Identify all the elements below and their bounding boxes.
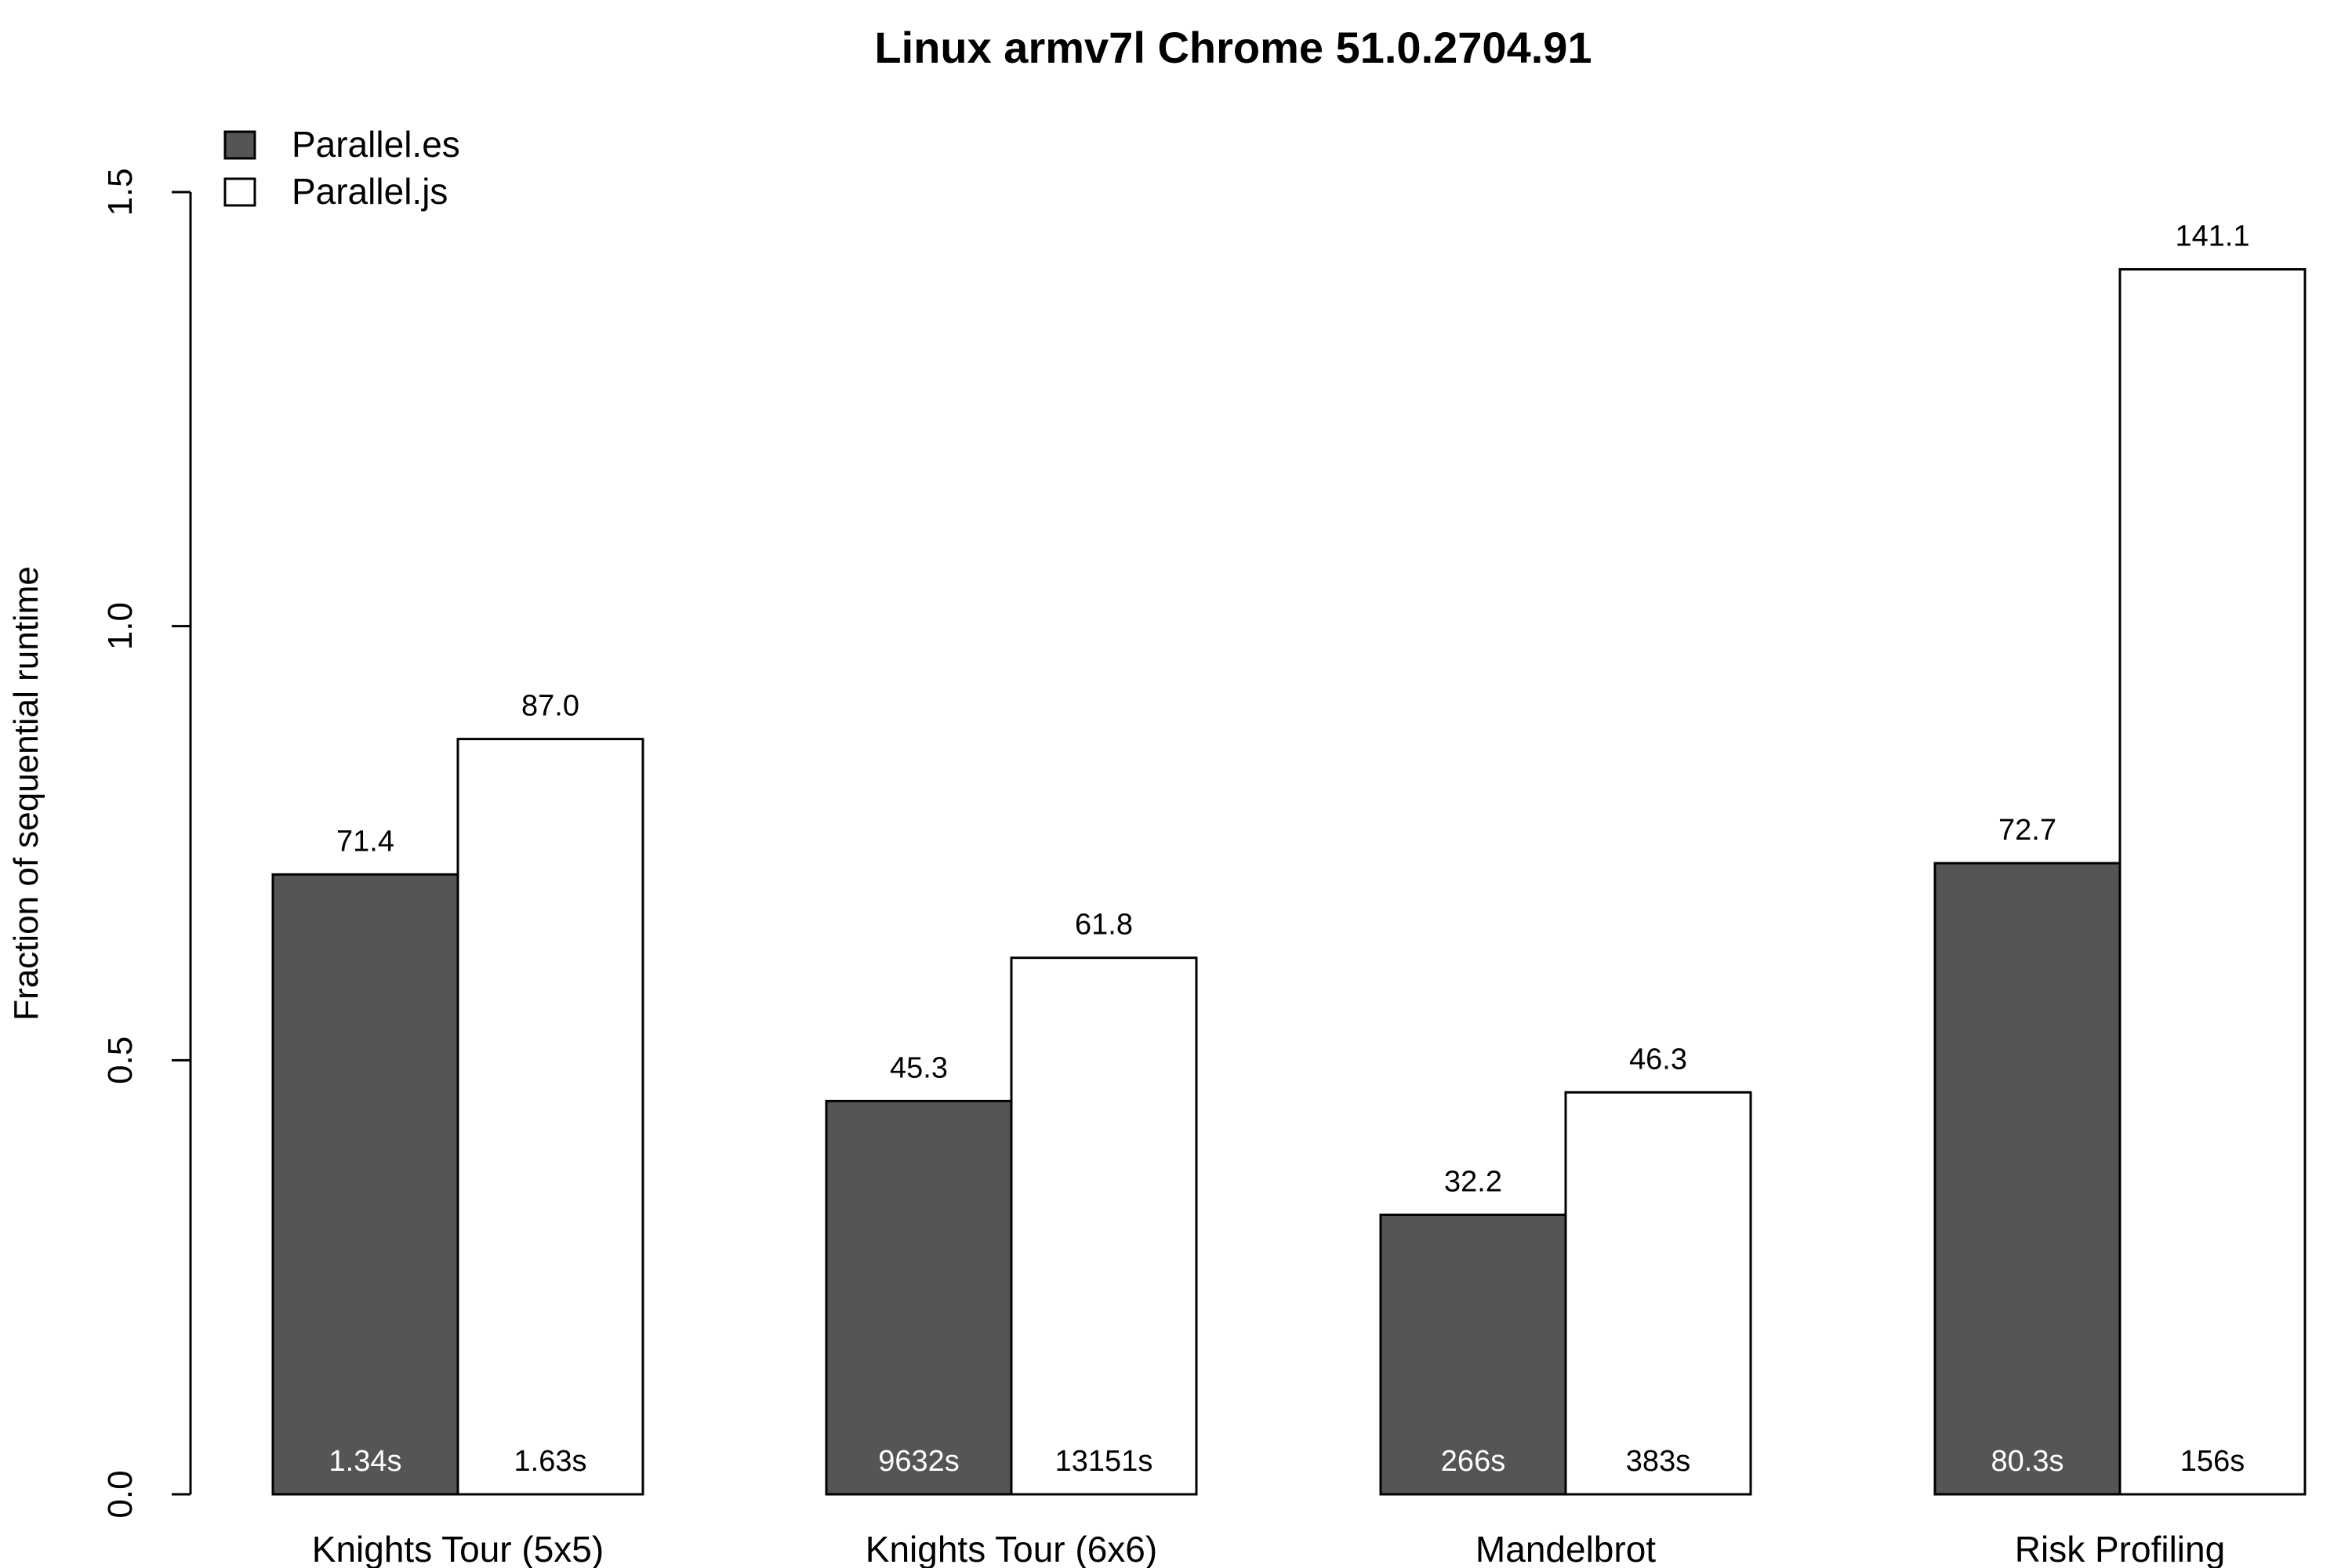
bars — [271, 268, 2307, 1496]
bar-value-label: 141.1 — [2175, 220, 2249, 253]
legend-label: Parallel.js — [292, 171, 448, 212]
legend: Parallel.es Parallel.js — [223, 124, 460, 212]
category-label: Risk Profiling — [2015, 1529, 2225, 1568]
chart-title: Linux armv7l Chrome 51.0.2704.91 — [874, 23, 1592, 72]
y-axis-label: Fraction of sequential runtime — [7, 566, 45, 1021]
bar-parallel-es — [1379, 1213, 1567, 1496]
bar-labels: 71.4 1.34s 45.3 9632s 32.2 266s 72.7 80.3s 87.0 1… — [329, 220, 2250, 1478]
bar-parallel-es — [825, 1099, 1013, 1496]
bar-time-label: 156s — [2180, 1445, 2245, 1478]
bar-parallel-es — [1933, 862, 2122, 1496]
bar-parallel-js — [2118, 268, 2307, 1496]
bar-time-label: 13151s — [1055, 1445, 1153, 1478]
bar-value-label: 72.7 — [1998, 814, 2056, 847]
bar-value-label: 45.3 — [890, 1051, 948, 1084]
legend-label: Parallel.es — [292, 124, 460, 165]
y-tick-label: 1.5 — [101, 168, 140, 216]
bar-parallel-js — [1564, 1091, 1752, 1496]
bar-value-label: 32.2 — [1444, 1165, 1502, 1198]
y-axis: 0.0 0.5 1.0 1.5 — [101, 168, 192, 1519]
bar-value-label: 71.4 — [336, 825, 394, 858]
bar-time-label: 1.34s — [329, 1445, 402, 1478]
category-label: Knights Tour (5x5) — [312, 1529, 604, 1568]
bar-time-label: 80.3s — [1991, 1445, 2064, 1478]
bar-parallel-js — [456, 738, 644, 1496]
category-label: Knights Tour (6x6) — [866, 1529, 1157, 1568]
bar-time-label: 1.63s — [514, 1445, 587, 1478]
y-tick-label: 1.0 — [101, 602, 140, 650]
bar-time-label: 266s — [1441, 1445, 1505, 1478]
bar-value-label: 61.8 — [1075, 909, 1133, 942]
bar-value-label: 87.0 — [521, 690, 579, 723]
bar-parallel-es — [271, 873, 459, 1496]
bar-time-label: 383s — [1626, 1445, 1690, 1478]
legend-swatch — [223, 177, 256, 207]
y-tick-label: 0.0 — [101, 1470, 140, 1518]
category-label: Mandelbrot — [1475, 1529, 1656, 1568]
bar-time-label: 9632s — [878, 1445, 960, 1478]
legend-swatch — [223, 130, 256, 160]
bar-parallel-js — [1010, 956, 1198, 1496]
y-tick-label: 0.5 — [101, 1036, 140, 1084]
bar-value-label: 46.3 — [1629, 1043, 1687, 1076]
category-labels: Knights Tour (5x5) Knights Tour (6x6) Mand… — [312, 1529, 2225, 1568]
